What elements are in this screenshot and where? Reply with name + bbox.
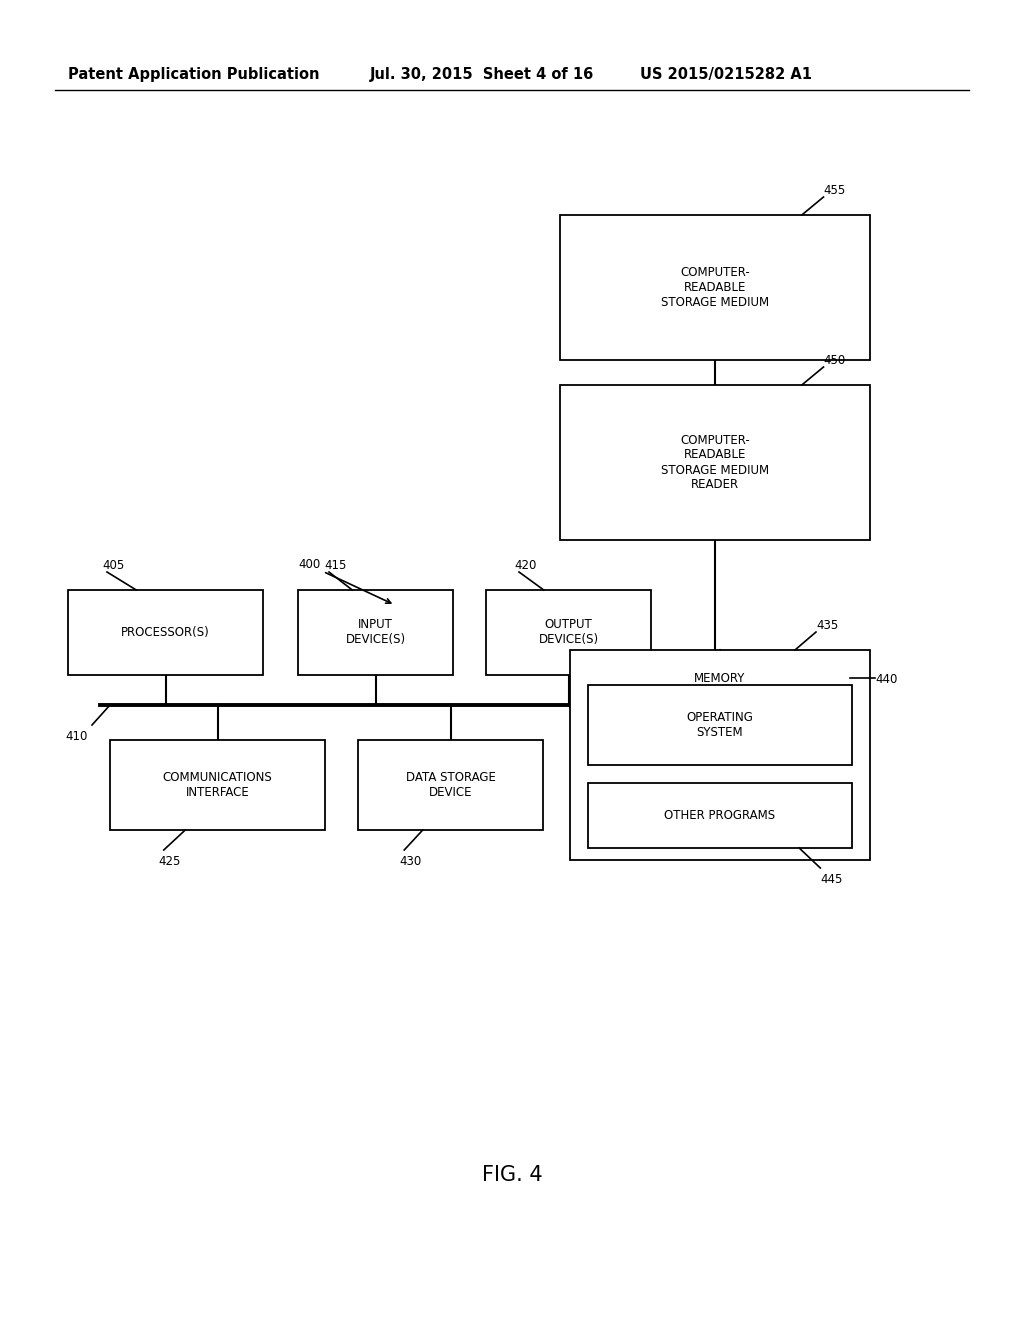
Text: 430: 430 — [399, 855, 422, 869]
Text: Jul. 30, 2015  Sheet 4 of 16: Jul. 30, 2015 Sheet 4 of 16 — [370, 67, 594, 82]
Text: OTHER PROGRAMS: OTHER PROGRAMS — [665, 809, 775, 822]
Bar — [570, 649, 870, 861]
Bar — [298, 590, 453, 675]
Text: 440: 440 — [874, 673, 897, 686]
Text: OPERATING
SYSTEM: OPERATING SYSTEM — [686, 711, 754, 739]
Bar — [588, 685, 852, 766]
Text: 425: 425 — [159, 855, 181, 869]
Text: 410: 410 — [65, 730, 87, 743]
Text: 445: 445 — [820, 873, 843, 886]
Text: FIG. 4: FIG. 4 — [481, 1166, 543, 1185]
Text: 455: 455 — [823, 183, 846, 197]
Text: OUTPUT
DEVICE(S): OUTPUT DEVICE(S) — [539, 619, 599, 647]
Text: 420: 420 — [514, 558, 537, 572]
Text: MEMORY: MEMORY — [694, 672, 745, 685]
Bar — [358, 741, 543, 830]
Bar — [588, 783, 852, 847]
Bar — [486, 590, 651, 675]
Text: 405: 405 — [102, 558, 124, 572]
Text: Patent Application Publication: Patent Application Publication — [68, 67, 319, 82]
Text: 400: 400 — [298, 558, 391, 603]
Bar — [560, 215, 870, 360]
Text: COMPUTER-
READABLE
STORAGE MEDIUM
READER: COMPUTER- READABLE STORAGE MEDIUM READER — [660, 433, 769, 491]
Text: US 2015/0215282 A1: US 2015/0215282 A1 — [640, 67, 812, 82]
Bar — [560, 385, 870, 540]
Text: DATA STORAGE
DEVICE: DATA STORAGE DEVICE — [406, 771, 496, 799]
Bar — [68, 590, 263, 675]
Text: INPUT
DEVICE(S): INPUT DEVICE(S) — [345, 619, 406, 647]
Text: COMPUTER-
READABLE
STORAGE MEDIUM: COMPUTER- READABLE STORAGE MEDIUM — [660, 267, 769, 309]
Bar — [110, 741, 325, 830]
Text: 450: 450 — [823, 354, 846, 367]
Text: PROCESSOR(S): PROCESSOR(S) — [121, 626, 210, 639]
Text: 415: 415 — [324, 558, 346, 572]
Text: COMMUNICATIONS
INTERFACE: COMMUNICATIONS INTERFACE — [163, 771, 272, 799]
Text: 435: 435 — [816, 619, 839, 632]
